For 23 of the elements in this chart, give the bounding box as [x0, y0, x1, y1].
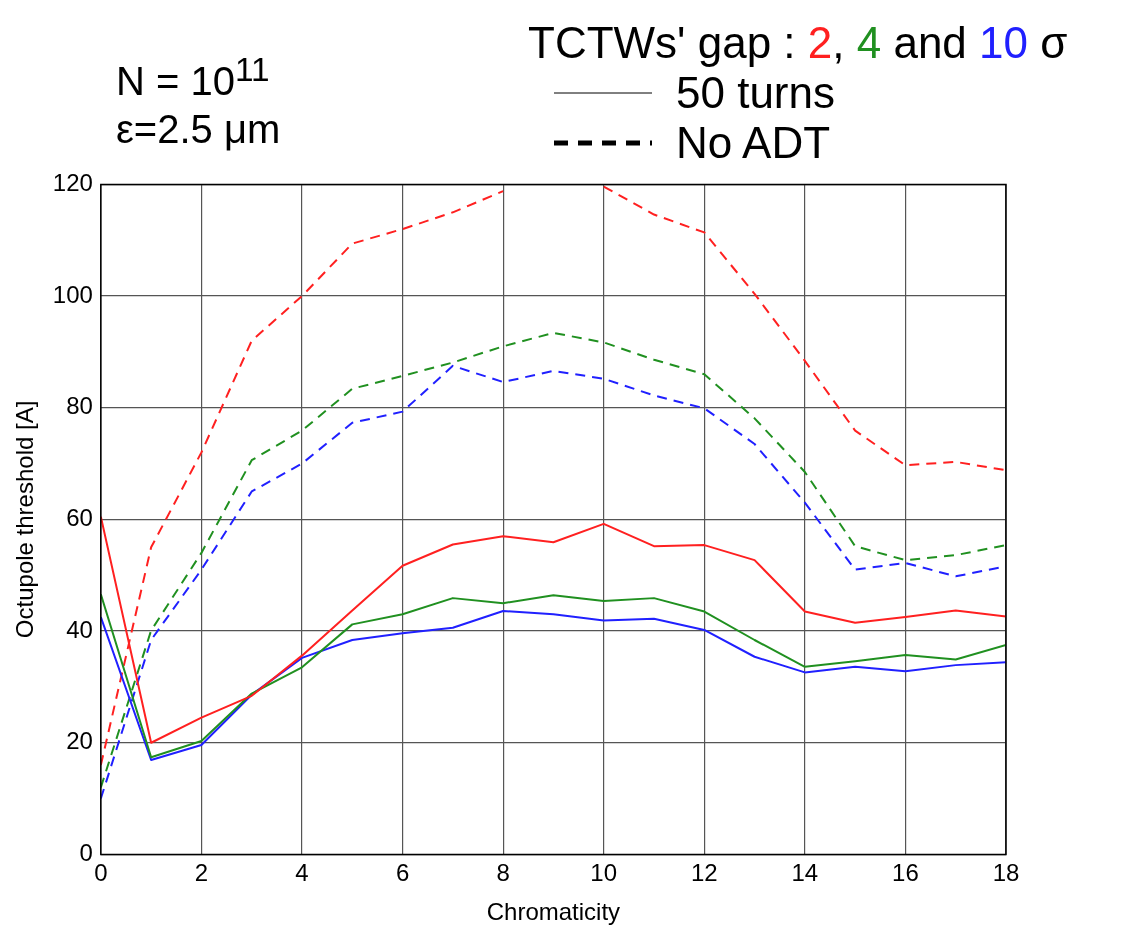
- x-tick-label: 12: [690, 859, 718, 887]
- y-tick-label: 80: [66, 392, 93, 420]
- y-tick-label: 120: [52, 169, 93, 197]
- y-axis-title: Octupole threshold [A]: [11, 400, 39, 639]
- x-tick-label: 6: [395, 859, 410, 887]
- y-tick-label: 20: [66, 727, 93, 755]
- text: ε=2.5 μm: [116, 106, 281, 154]
- x-tick-label: 2: [194, 859, 209, 887]
- legend-title: TCTWs' gap : 2, 4 and 10 σ: [528, 18, 1068, 67]
- text: N = 10$^{11}$: [116, 50, 271, 106]
- x-axis-title: Chromaticity: [486, 898, 621, 926]
- y-tick-label: 0: [79, 839, 93, 867]
- y-tick-label: 100: [52, 280, 93, 308]
- x-tick-label: 10: [590, 859, 618, 887]
- text: 50 turns: [676, 68, 835, 118]
- x-tick-label: 16: [892, 859, 919, 887]
- x-tick-label: 14: [791, 859, 819, 887]
- x-tick-label: 18: [992, 859, 1020, 887]
- y-tick-label: 40: [66, 615, 93, 643]
- text: No ADT: [676, 118, 831, 168]
- y-tick-label: 60: [66, 504, 93, 532]
- x-tick-label: 4: [295, 859, 309, 887]
- x-tick-label: 8: [496, 859, 510, 887]
